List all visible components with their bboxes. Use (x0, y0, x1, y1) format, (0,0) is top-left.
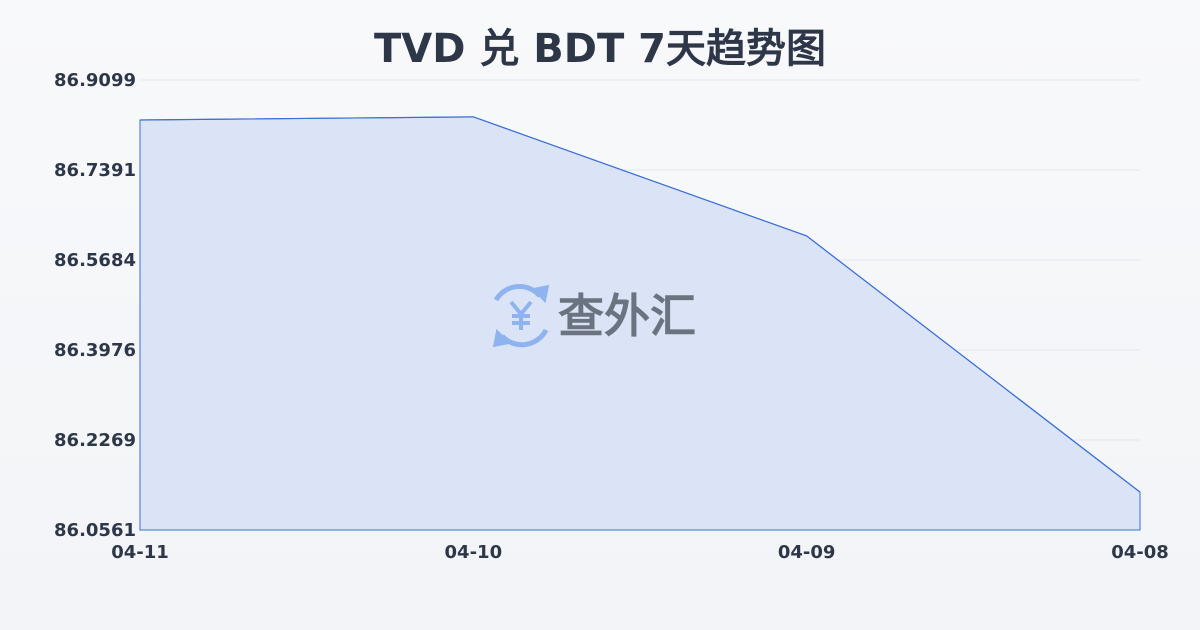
x-tick-label: 04-08 (1111, 542, 1169, 563)
x-tick-label: 04-09 (778, 542, 836, 563)
watermark-text: 查外汇 (558, 289, 696, 343)
yen-exchange-icon (492, 284, 550, 348)
y-tick-label: 86.0561 (54, 520, 136, 541)
watermark: 查外汇 (492, 284, 696, 348)
chart-title: TVD 兑 BDT 7天趋势图 (373, 26, 827, 72)
x-tick-label: 04-10 (445, 542, 503, 563)
y-tick-label: 86.7391 (54, 160, 136, 181)
y-tick-label: 86.3976 (54, 340, 136, 361)
y-tick-label: 86.5684 (54, 250, 136, 271)
series-line (139, 116, 1141, 493)
x-tick-label: 04-11 (111, 542, 169, 563)
y-tick-label: 86.9099 (54, 70, 136, 91)
y-tick-label: 86.2269 (54, 430, 136, 451)
